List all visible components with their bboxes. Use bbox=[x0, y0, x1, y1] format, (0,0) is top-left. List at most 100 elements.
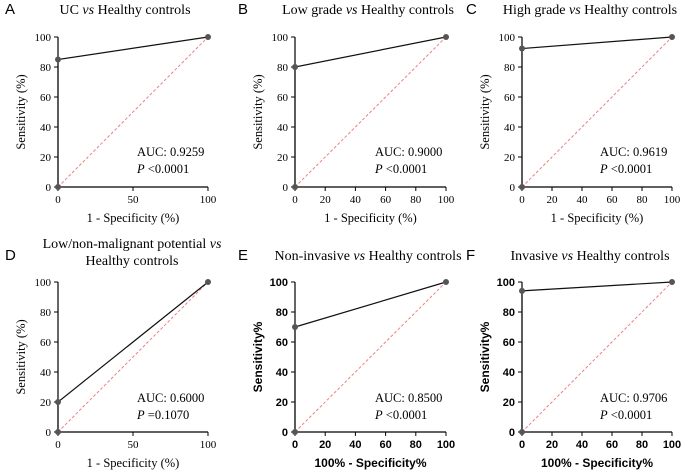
auc-annotation: AUC: 0.9706 bbox=[600, 391, 667, 405]
chart-title: Low grade vs Healthy controls bbox=[282, 3, 454, 18]
p-value: <0.0001 bbox=[608, 408, 653, 422]
x-tick-label: 100 bbox=[663, 439, 681, 451]
panel-letter: A bbox=[5, 1, 15, 18]
title-part: vs bbox=[346, 3, 358, 18]
title-part: Invasive bbox=[510, 249, 561, 264]
roc-point bbox=[443, 34, 449, 40]
roc-point bbox=[519, 287, 525, 294]
x-axis-label: 100% - Specificity% bbox=[314, 456, 426, 470]
x-tick-label: 80 bbox=[410, 439, 422, 451]
title-part: Low/non-malignant potential bbox=[43, 237, 210, 252]
p-label: P bbox=[136, 408, 145, 422]
y-tick-label: 80 bbox=[504, 62, 516, 74]
p-value-annotation: P <0.0001 bbox=[374, 408, 427, 422]
p-label: P bbox=[136, 162, 145, 176]
reference-line bbox=[57, 281, 209, 433]
title-part: vs bbox=[353, 249, 365, 264]
x-tick-label: 60 bbox=[606, 439, 618, 451]
roc-origin-point bbox=[519, 429, 525, 435]
x-tick-label: 100 bbox=[200, 439, 217, 451]
x-axis-label: 1 - Specificity (%) bbox=[551, 211, 644, 225]
roc-origin-point bbox=[519, 184, 525, 190]
title-part: High grade bbox=[503, 3, 569, 18]
x-axis-label: 1 - Specificity (%) bbox=[324, 211, 417, 225]
roc-point bbox=[519, 45, 525, 52]
y-tick-label: 100 bbox=[35, 32, 52, 44]
reference-line bbox=[521, 36, 673, 188]
x-tick-label: 20 bbox=[546, 439, 558, 451]
roc-point bbox=[55, 399, 61, 405]
panel-letter: B bbox=[238, 1, 248, 18]
y-axis-label: Sensitivity (%) bbox=[14, 74, 28, 149]
y-tick-label: 0 bbox=[509, 427, 515, 439]
y-tick-label: 80 bbox=[40, 62, 52, 74]
x-tick-label: 50 bbox=[128, 439, 140, 451]
p-value-annotation: P <0.0001 bbox=[599, 408, 652, 422]
roc-point bbox=[669, 279, 675, 285]
chart-panel-f: F Invasive vs Healthy controls 0 20 40 60 80 10… bbox=[466, 247, 681, 470]
chart-title: Invasive vs Healthy controls bbox=[510, 249, 669, 264]
auc-annotation: AUC: 0.6000 bbox=[137, 391, 204, 405]
x-axis-label: 100% - Specificity% bbox=[541, 456, 653, 470]
y-tick-label: 100 bbox=[272, 32, 289, 44]
title-part: Healthy controls bbox=[573, 249, 669, 264]
y-tick-label: 40 bbox=[503, 367, 515, 379]
chart-title: Non-invasive vs Healthy controls bbox=[274, 249, 461, 264]
y-tick-label: 100 bbox=[270, 277, 288, 289]
y-tick-label: 20 bbox=[40, 397, 52, 409]
y-tick-label: 20 bbox=[40, 152, 52, 164]
p-label: P bbox=[599, 162, 608, 176]
y-tick-label: 60 bbox=[504, 92, 516, 104]
x-tick-label: 80 bbox=[410, 194, 422, 206]
p-value: <0.0001 bbox=[383, 162, 428, 176]
panel-letter: C bbox=[466, 1, 477, 18]
title-part: vs bbox=[569, 3, 581, 18]
auc-annotation: AUC: 0.9619 bbox=[600, 145, 667, 159]
panel-letter: F bbox=[466, 247, 475, 264]
y-tick-label: 60 bbox=[40, 92, 52, 104]
x-tick-label: 0 bbox=[55, 439, 61, 451]
y-axis-label: Sensitivity (%) bbox=[14, 319, 28, 394]
roc-point bbox=[669, 34, 675, 40]
x-axis-label: 1 - Specificity (%) bbox=[87, 211, 180, 225]
y-tick-label: 80 bbox=[276, 307, 288, 319]
title-part: Healthy controls bbox=[358, 3, 454, 18]
y-tick-label: 40 bbox=[277, 122, 289, 134]
title-part: Healthy controls bbox=[581, 3, 677, 18]
roc-point bbox=[443, 279, 449, 285]
roc-point bbox=[55, 56, 61, 63]
p-label: P bbox=[599, 408, 608, 422]
roc-origin-point bbox=[292, 184, 298, 190]
chart-panel-c: C High grade vs Healthy controls 0 20 40 60 80… bbox=[466, 1, 681, 225]
x-tick-label: 60 bbox=[379, 439, 391, 451]
title-part: vs bbox=[82, 3, 94, 18]
y-tick-label: 100 bbox=[35, 277, 52, 289]
title-part: UC bbox=[59, 3, 82, 18]
y-tick-label: 80 bbox=[503, 307, 515, 319]
x-tick-label: 40 bbox=[350, 194, 362, 206]
p-label: P bbox=[374, 162, 383, 176]
reference-line bbox=[521, 281, 673, 433]
x-axis-label: 1 - Specificity (%) bbox=[87, 456, 180, 470]
y-tick-label: 40 bbox=[40, 122, 52, 134]
y-axis-label: Sensitivity (%) bbox=[478, 74, 492, 149]
roc-point bbox=[205, 279, 211, 285]
p-value: <0.0001 bbox=[608, 162, 653, 176]
p-value-annotation: P <0.0001 bbox=[136, 162, 189, 176]
roc-origin-point bbox=[55, 184, 61, 190]
y-tick-label: 40 bbox=[504, 122, 516, 134]
y-tick-label: 20 bbox=[276, 397, 288, 409]
y-axis-label: Sensitivity% bbox=[251, 321, 265, 392]
x-tick-label: 60 bbox=[380, 194, 392, 206]
x-tick-label: 60 bbox=[607, 194, 619, 206]
auc-annotation: AUC: 0.8500 bbox=[375, 391, 442, 405]
y-tick-label: 100 bbox=[499, 32, 516, 44]
auc-annotation: AUC: 0.9000 bbox=[375, 145, 442, 159]
panel-letter: D bbox=[5, 247, 16, 264]
chart-title: High grade vs Healthy controls bbox=[503, 3, 677, 18]
p-value: <0.0001 bbox=[145, 162, 190, 176]
title-part: vs bbox=[561, 249, 573, 264]
x-tick-label: 0 bbox=[292, 194, 298, 206]
p-label: P bbox=[374, 408, 383, 422]
